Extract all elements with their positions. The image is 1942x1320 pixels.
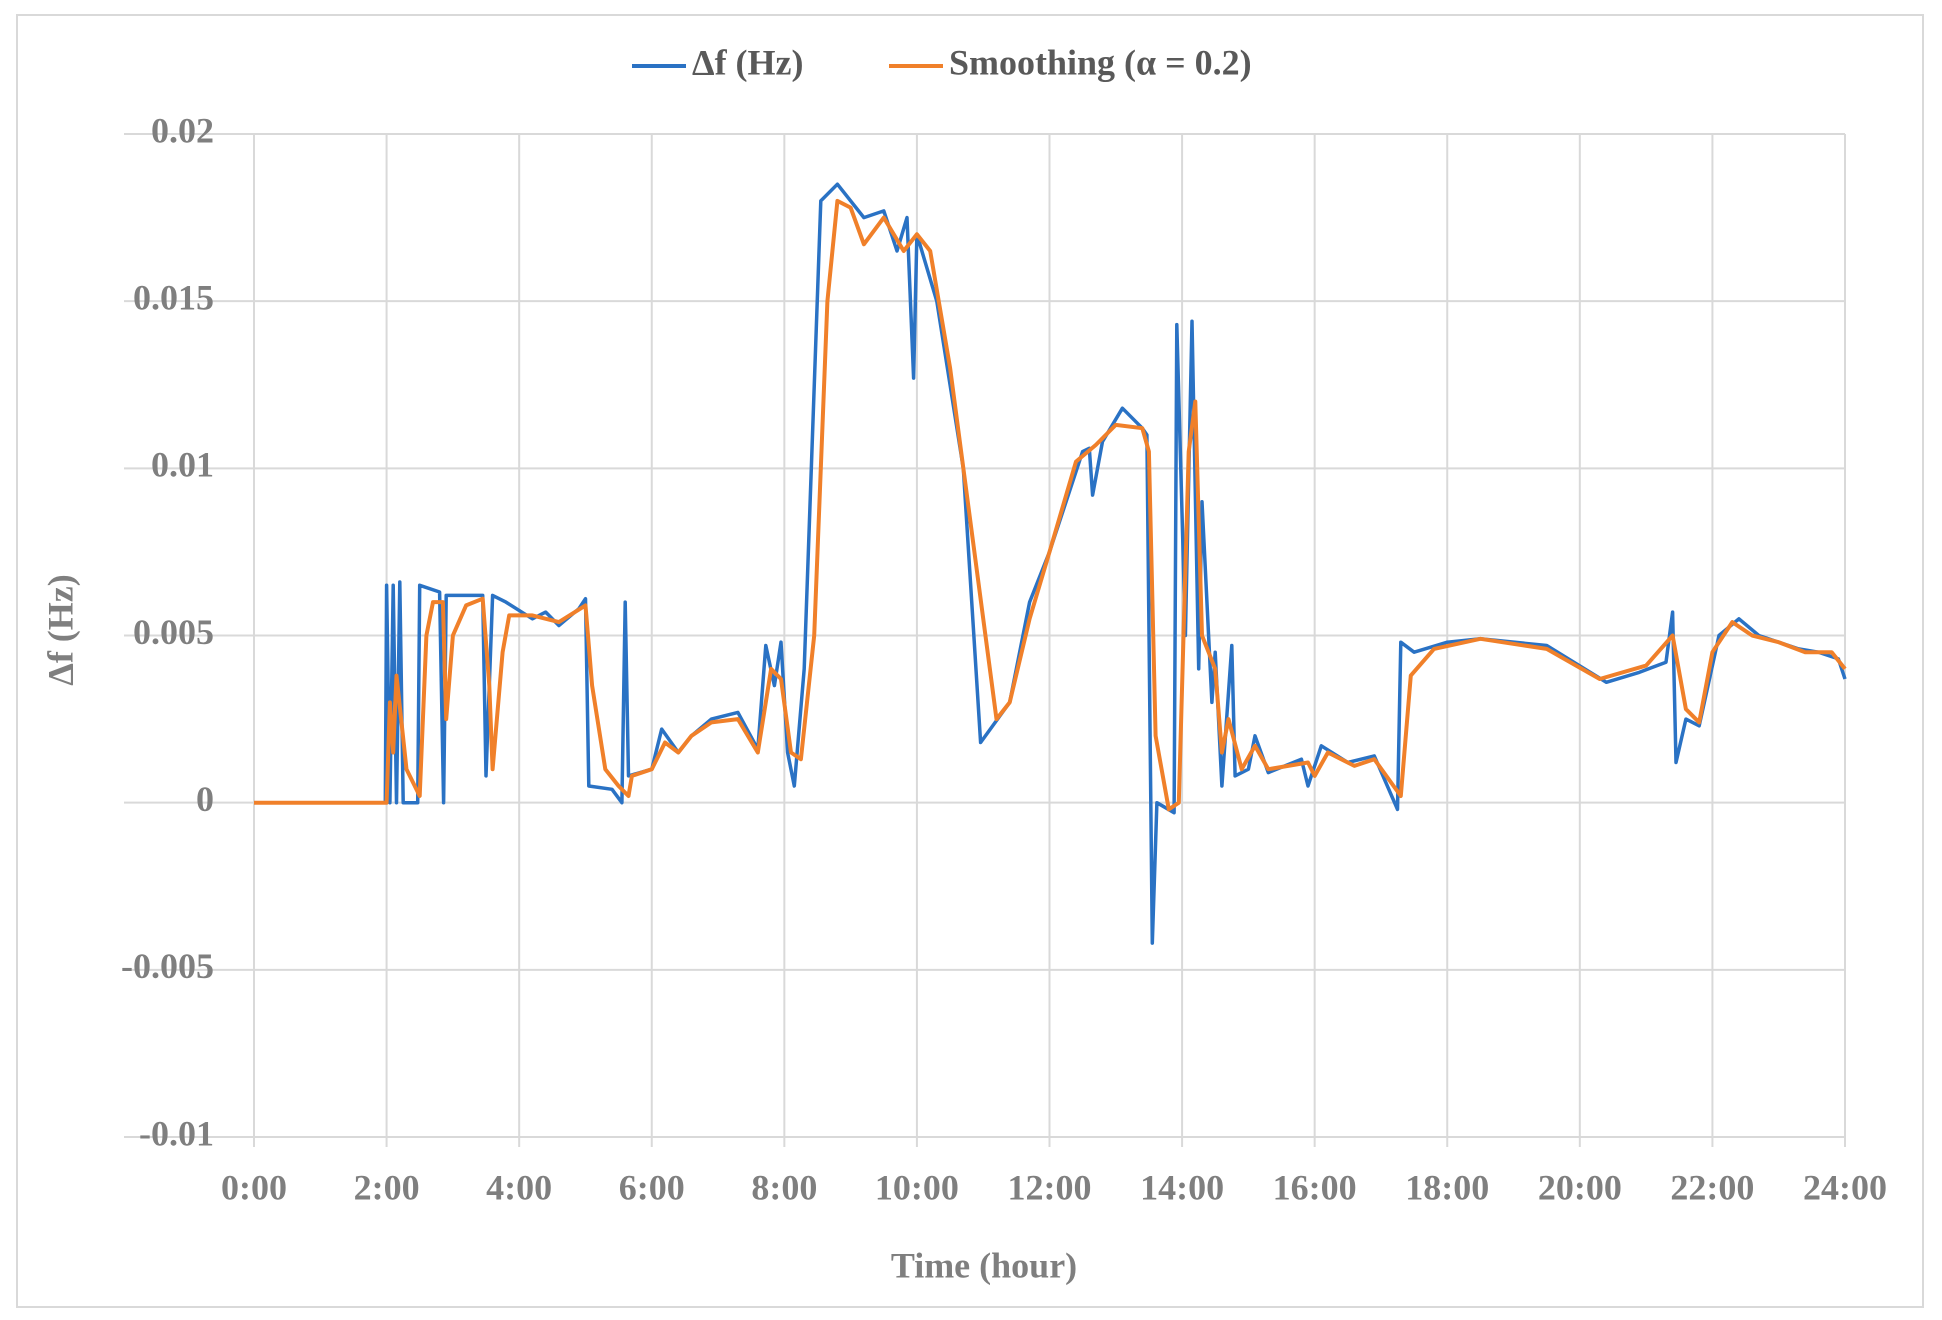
y-tick-label: 0.01 [151, 445, 214, 485]
x-tick-label: 12:00 [1008, 1167, 1092, 1207]
y-tick-label: 0.015 [133, 277, 214, 317]
data-line [254, 198, 1847, 812]
x-tick-label: 24:00 [1803, 1167, 1887, 1207]
x-tick-label: 18:00 [1405, 1167, 1489, 1207]
legend-label: Smoothing (α = 0.2) [949, 42, 1252, 82]
x-tick-label: 0:00 [221, 1167, 287, 1207]
y-tick-label: 0.02 [151, 110, 214, 150]
x-tick-label: 22:00 [1670, 1167, 1754, 1207]
y-tick-label: -0.005 [121, 946, 214, 986]
x-tick-label: 14:00 [1140, 1167, 1224, 1207]
y-tick-label: 0.005 [133, 612, 214, 652]
x-axis-label: Time (hour) [891, 1245, 1077, 1285]
x-tick-label: 8:00 [751, 1167, 817, 1207]
x-tick-label: 10:00 [875, 1167, 959, 1207]
y-tick-label: -0.01 [139, 1113, 214, 1153]
chart-frame [16, 14, 1924, 1308]
x-tick-label: 2:00 [354, 1167, 420, 1207]
x-tick-label: 16:00 [1273, 1167, 1357, 1207]
x-tick-label: 20:00 [1538, 1167, 1622, 1207]
x-tick-label: 4:00 [486, 1167, 552, 1207]
y-tick-label: 0 [196, 779, 214, 819]
legend-label: Δf (Hz) [692, 42, 804, 82]
y-axis-label: Δf (Hz) [40, 574, 80, 686]
x-tick-label: 6:00 [619, 1167, 685, 1207]
